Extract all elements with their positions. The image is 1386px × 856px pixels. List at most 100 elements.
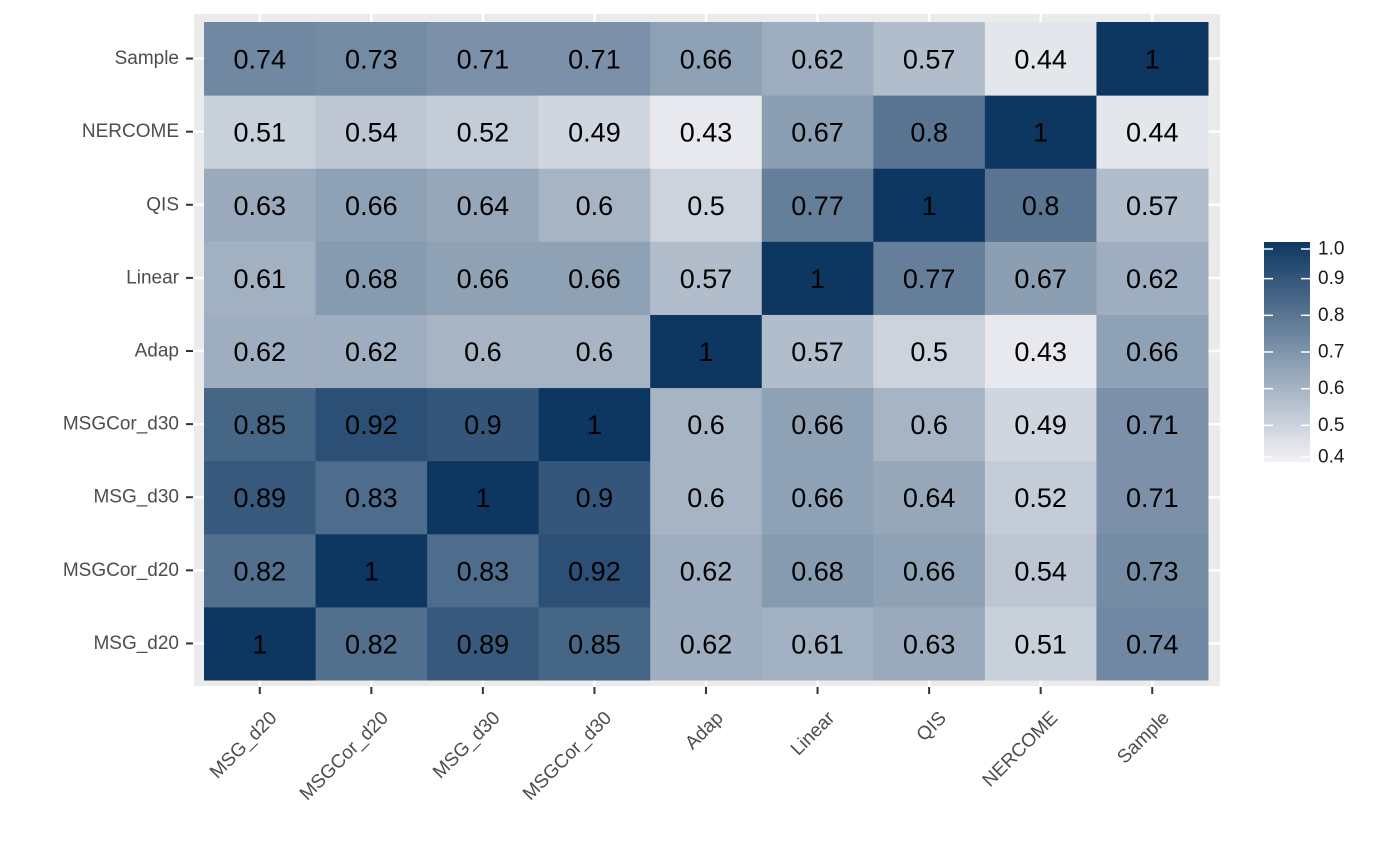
cell-value-label: 0.9 — [464, 410, 502, 440]
heatmap-cell — [761, 241, 874, 315]
heatmap-cell — [873, 460, 986, 535]
cell-value-label: 0.62 — [345, 337, 398, 367]
heatmap-cell — [204, 314, 317, 389]
heatmap-cell — [427, 606, 540, 681]
cell-value-label: 0.68 — [345, 264, 398, 294]
heatmap-cell — [315, 314, 428, 389]
x-tick-label: MSGCor_d20 — [296, 708, 393, 805]
cell-value-label: 0.57 — [791, 337, 844, 367]
heatmap-cell — [761, 168, 874, 242]
cell-value-label: 0.82 — [233, 556, 286, 586]
legend-tick-label: 0.6 — [1318, 378, 1344, 399]
cell-value-label: 0.62 — [680, 556, 733, 586]
y-tick-label: MSGCor_d20 — [63, 560, 179, 581]
cell-value-label: 1 — [475, 483, 490, 513]
cell-value-label: 0.63 — [903, 629, 956, 659]
cell-value-label: 0.71 — [568, 45, 621, 75]
x-tick-label: QIS — [913, 708, 951, 746]
heatmap-cell — [650, 241, 763, 315]
heatmap-cell — [761, 460, 874, 535]
heatmap-cell — [204, 387, 317, 462]
heatmap-cell — [873, 241, 986, 315]
cell-value-label: 1 — [252, 629, 267, 659]
cell-value-label: 0.62 — [791, 45, 844, 75]
heatmap-cell — [204, 533, 317, 608]
cell-value-label: 0.74 — [233, 45, 286, 75]
cell-value-label: 1 — [922, 191, 937, 221]
heatmap-cell — [315, 168, 428, 242]
heatmap-cell — [538, 314, 651, 389]
cell-value-label: 0.8 — [1022, 191, 1060, 221]
legend-tick-label: 0.7 — [1318, 342, 1344, 363]
cell-value-label: 0.85 — [568, 629, 621, 659]
y-tick-label: QIS — [146, 194, 179, 215]
heatmap-cell — [538, 460, 651, 535]
cell-value-label: 1 — [587, 410, 602, 440]
y-tick-label: Sample — [115, 48, 179, 69]
cell-value-label: 1 — [810, 264, 825, 294]
cell-value-label: 0.6 — [464, 337, 502, 367]
cell-value-label: 0.66 — [791, 410, 844, 440]
cell-value-label: 0.6 — [910, 410, 948, 440]
heatmap-cell — [873, 606, 986, 681]
heatmap-cell — [315, 22, 428, 96]
cell-value-label: 0.49 — [1014, 410, 1067, 440]
cell-value-label: 0.71 — [1126, 483, 1179, 513]
cell-value-label: 0.71 — [457, 45, 510, 75]
cell-value-label: 0.67 — [1014, 264, 1067, 294]
cell-value-label: 0.92 — [568, 556, 621, 586]
cell-value-label: 0.62 — [680, 629, 733, 659]
cell-value-label: 0.5 — [687, 191, 725, 221]
heatmap-cell — [650, 606, 763, 681]
cell-value-label: 0.54 — [1014, 556, 1067, 586]
heatmap-cell — [538, 168, 651, 242]
heatmap-cells — [204, 22, 1209, 681]
heatmap-cell — [873, 168, 986, 242]
y-tick-label: MSG_d20 — [93, 633, 179, 654]
heatmap-cell — [984, 606, 1097, 681]
cell-value-label: 0.61 — [791, 629, 844, 659]
heatmap-cell — [761, 95, 874, 169]
heatmap-cell — [1096, 314, 1209, 389]
heatmap-cell — [427, 168, 540, 242]
legend-tick-label: 0.5 — [1318, 415, 1344, 436]
cell-value-label: 0.57 — [680, 264, 733, 294]
cell-value-label: 1 — [364, 556, 379, 586]
cell-value-label: 0.62 — [1126, 264, 1179, 294]
heatmap-cell — [427, 460, 540, 535]
heatmap-cell — [1096, 95, 1209, 169]
heatmap-cell — [984, 533, 1097, 608]
heatmap-cell — [204, 22, 317, 96]
heatmap-cell — [538, 241, 651, 315]
heatmap-cell — [427, 22, 540, 96]
heatmap-cell — [761, 606, 874, 681]
cell-value-label: 0.89 — [457, 629, 510, 659]
cell-value-label: 0.68 — [791, 556, 844, 586]
cell-value-label: 0.43 — [1014, 337, 1067, 367]
cell-value-label: 0.83 — [345, 483, 398, 513]
cell-value-label: 0.6 — [687, 483, 725, 513]
heatmap-cell — [761, 314, 874, 389]
cell-value-label: 0.77 — [903, 264, 956, 294]
heatmap-cell — [650, 22, 763, 96]
heatmap-cell — [650, 533, 763, 608]
heatmap-cell — [650, 460, 763, 535]
heatmap-cell — [427, 533, 540, 608]
x-tick-label: MSG_d30 — [429, 708, 504, 783]
heatmap-cell — [761, 533, 874, 608]
heatmap-cell — [873, 314, 986, 389]
heatmap-cell — [315, 387, 428, 462]
cell-value-label: 0.57 — [1126, 191, 1179, 221]
heatmap-cell — [315, 95, 428, 169]
legend-tick-label: 0.9 — [1318, 268, 1344, 289]
x-tick-label: Sample — [1113, 708, 1173, 768]
x-tick-label: MSGCor_d30 — [519, 708, 616, 805]
cell-value-label: 0.66 — [791, 483, 844, 513]
legend-tick-label: 0.8 — [1318, 305, 1344, 326]
heatmap-cell — [315, 606, 428, 681]
heatmap-cell — [984, 241, 1097, 315]
cell-value-label: 0.66 — [457, 264, 510, 294]
y-tick-label: Linear — [126, 267, 179, 288]
heatmap-cell — [984, 168, 1097, 242]
cell-value-label: 0.73 — [345, 45, 398, 75]
